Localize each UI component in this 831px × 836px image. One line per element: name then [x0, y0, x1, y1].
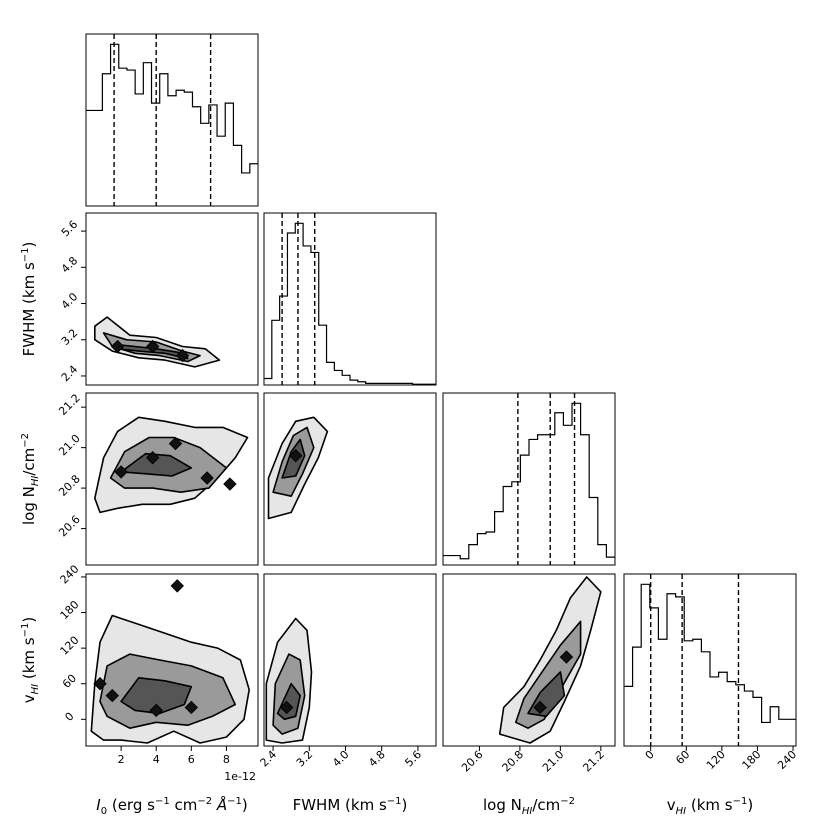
density-peak — [105, 688, 120, 703]
hist-panel-vHI — [623, 573, 797, 747]
contour-level-3 — [120, 452, 193, 477]
panel-content — [498, 576, 602, 744]
panel-I0-NHI — [85, 392, 259, 566]
x-tick-label: 20.8 — [499, 748, 526, 775]
histogram-step — [624, 583, 796, 724]
panel-frame — [623, 573, 797, 747]
x-axis-label-FWHM: FWHM (km s−1) — [293, 796, 408, 814]
panel-content — [267, 416, 329, 520]
panel-frame — [85, 392, 259, 566]
histogram-step — [86, 43, 258, 174]
panel-content — [94, 416, 249, 514]
panel-content — [94, 316, 221, 368]
x-tick-label: 240 — [775, 748, 799, 772]
x-tick-label: 120 — [704, 748, 728, 772]
panel-frame — [85, 573, 259, 747]
y-tick-label: 3.2 — [59, 326, 81, 348]
panel-frame — [442, 392, 616, 566]
panel-FWHM-vHI — [263, 573, 437, 747]
density-peak — [184, 700, 199, 715]
x-tick-label: 20.6 — [459, 748, 486, 775]
y-tick-label: 4.0 — [59, 290, 81, 312]
y-tick-label: 180 — [58, 598, 82, 622]
x-tick-label: 21.2 — [580, 748, 607, 775]
y-tick-label: 240 — [58, 562, 82, 586]
y-tick-label: 20.6 — [56, 513, 83, 540]
x-tick-label: 2 — [118, 753, 125, 766]
x-axis-label-vHI: vHI (km s−1) — [667, 796, 753, 817]
density-peak — [533, 700, 547, 715]
y-tick-label: 21.0 — [56, 432, 83, 459]
panel-frame — [263, 392, 437, 566]
x-tick-label: 5.6 — [402, 748, 424, 770]
panel-I0-vHI — [85, 573, 259, 747]
panel-frame — [85, 212, 259, 386]
x-axis-label-NHI: log NHI/cm−2 — [483, 796, 575, 817]
x-tick-label: 0 — [643, 748, 657, 762]
x-tick-label: 4.8 — [366, 748, 388, 770]
y-tick-label: 4.8 — [59, 254, 81, 276]
y-tick-label: 0 — [62, 710, 76, 724]
panel-content — [90, 579, 250, 744]
density-peak — [168, 436, 183, 451]
density-peak — [288, 449, 303, 463]
y-tick-label: 21.2 — [56, 391, 83, 418]
x-tick-label: 180 — [740, 748, 764, 772]
density-peak — [175, 348, 190, 363]
y-axis-label-vHI: vHI (km s−1) — [20, 617, 41, 703]
y-tick-label: 60 — [60, 672, 79, 691]
density-peak — [145, 451, 160, 465]
density-peak — [149, 703, 163, 718]
density-peak — [110, 339, 125, 354]
x-tick-label: 8 — [223, 753, 230, 766]
density-peak — [279, 700, 294, 715]
panel-frame — [442, 573, 616, 747]
panel-NHI-vHI — [442, 573, 616, 747]
density-peak — [200, 471, 214, 485]
panel-I0-FWHM — [85, 212, 259, 386]
panel-frame — [263, 573, 437, 747]
contour-level-3 — [113, 343, 189, 360]
hist-panel-I0 — [85, 33, 259, 207]
contour-level-3 — [120, 676, 193, 715]
axis-offset-text: 1e-12 — [224, 770, 256, 783]
hist-panel-NHI — [442, 392, 616, 566]
x-tick-label: 21.0 — [540, 748, 567, 775]
y-tick-label: 2.4 — [59, 363, 81, 385]
contour-level-2 — [514, 620, 582, 730]
y-tick-label: 20.8 — [56, 472, 83, 499]
panel-FWHM-NHI — [263, 392, 437, 566]
x-tick-label: 4 — [153, 753, 160, 766]
x-tick-label: 60 — [673, 748, 692, 767]
histogram-step — [264, 222, 436, 385]
panel-frame — [85, 33, 259, 207]
density-peak — [93, 677, 107, 691]
density-peak — [223, 477, 237, 491]
density-peak — [559, 650, 574, 664]
panel-frame — [263, 212, 437, 386]
x-tick-label: 6 — [188, 753, 195, 766]
panel-content — [265, 617, 313, 744]
density-peak — [170, 579, 184, 593]
x-tick-label: 3.2 — [294, 748, 316, 770]
hist-panel-FWHM — [263, 212, 437, 386]
y-tick-label: 5.6 — [59, 218, 81, 240]
y-axis-label-FWHM: FWHM (km s−1) — [20, 242, 38, 357]
x-tick-label: 2.4 — [258, 748, 280, 770]
y-tick-label: 120 — [58, 634, 82, 658]
histogram-step — [443, 402, 615, 560]
density-peak — [145, 339, 160, 354]
x-tick-label: 4.0 — [330, 748, 352, 770]
y-axis-label-NHI: log NHI/cm−2 — [20, 433, 41, 525]
density-peak — [114, 465, 128, 479]
x-axis-label-I0: I0 (erg s−1 cm−2 Å−1) — [96, 795, 247, 817]
